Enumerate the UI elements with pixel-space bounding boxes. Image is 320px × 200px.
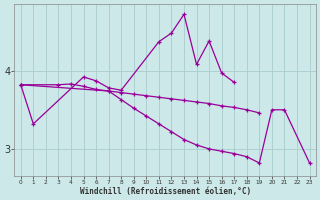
X-axis label: Windchill (Refroidissement éolien,°C): Windchill (Refroidissement éolien,°C)	[80, 187, 251, 196]
